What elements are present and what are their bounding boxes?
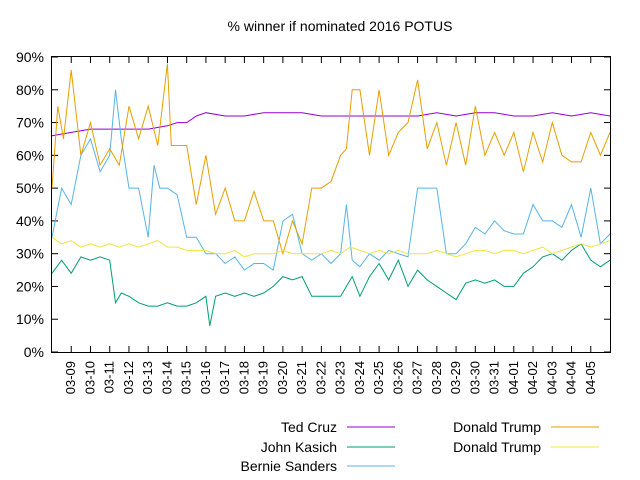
x-tick-label: 03-23 <box>333 361 348 394</box>
chart-title: % winner if nominated 2016 POTUS <box>228 18 453 34</box>
x-tick-label: 03-20 <box>275 361 290 394</box>
x-tick-label: 03-14 <box>159 361 174 394</box>
x-tick-label: 03-29 <box>448 361 463 394</box>
legend-entry: John Kasich <box>261 439 395 455</box>
x-axis: 03-09 03-10 03-11 03-12 03-13 03-14 03-15 03-16… <box>63 57 598 394</box>
x-tick-label: 03-12 <box>121 361 136 394</box>
y-tick-label: 30% <box>16 246 44 262</box>
x-tick-label: 04-01 <box>506 361 521 394</box>
x-tick-label: 03-13 <box>140 361 155 394</box>
legend-label: Ted Cruz <box>281 419 337 435</box>
series-layer <box>52 64 610 326</box>
y-tick-label: 20% <box>16 278 44 294</box>
legend-label: John Kasich <box>261 439 337 455</box>
legend-label: Donald Trump <box>453 439 541 455</box>
x-tick-label: 03-21 <box>294 361 309 394</box>
legend-label: Donald Trump <box>453 419 541 435</box>
x-tick-label: 03-28 <box>429 361 444 394</box>
x-tick-label: 03-27 <box>410 361 425 394</box>
y-tick-label: 70% <box>16 115 44 131</box>
legend-entry: Donald Trump <box>453 419 599 435</box>
x-tick-label: 03-18 <box>236 361 251 394</box>
x-tick-label: 03-11 <box>102 361 117 393</box>
series-line-1 <box>52 113 610 136</box>
x-tick-label: 04-02 <box>525 361 540 394</box>
legend-entry: Ted Cruz <box>281 419 395 435</box>
x-tick-label: 03-16 <box>198 361 213 394</box>
x-tick-label: 03-10 <box>82 361 97 394</box>
y-tick-label: 80% <box>16 82 44 98</box>
x-tick-label: 03-19 <box>256 361 271 394</box>
x-tick-label: 03-26 <box>390 361 405 394</box>
x-tick-label: 04-05 <box>583 361 598 394</box>
x-tick-label: 04-04 <box>564 361 579 394</box>
x-tick-label: 03-25 <box>371 361 386 394</box>
y-tick-label: 50% <box>16 180 44 196</box>
legend: Ted Cruz John Kasich Bernie Sanders Donald … <box>240 419 599 474</box>
x-tick-label: 03-24 <box>352 361 367 394</box>
x-tick-label: 03-22 <box>313 361 328 394</box>
x-tick-label: 04-03 <box>544 361 559 394</box>
y-tick-label: 10% <box>16 311 44 327</box>
legend-label: Bernie Sanders <box>240 458 337 474</box>
series-line-2 <box>52 244 610 326</box>
y-tick-label: 40% <box>16 213 44 229</box>
legend-entry: Bernie Sanders <box>240 458 395 474</box>
x-tick-label: 03-17 <box>217 361 232 394</box>
x-tick-label: 03-09 <box>63 361 78 394</box>
x-tick-label: 03-15 <box>179 361 194 394</box>
y-axis: 0% 10% 20% 30% 40% 50% 60% 70% 80% 90% <box>16 49 610 360</box>
plot-frame <box>52 57 611 353</box>
series-line-5 <box>52 237 610 257</box>
y-tick-label: 0% <box>24 344 44 360</box>
x-tick-label: 03-31 <box>487 361 502 394</box>
y-tick-label: 60% <box>16 147 44 163</box>
legend-entry: Donald Trump <box>453 439 599 455</box>
series-line-3 <box>52 90 610 270</box>
x-tick-label: 03-30 <box>467 361 482 394</box>
y-tick-label: 90% <box>16 49 44 65</box>
